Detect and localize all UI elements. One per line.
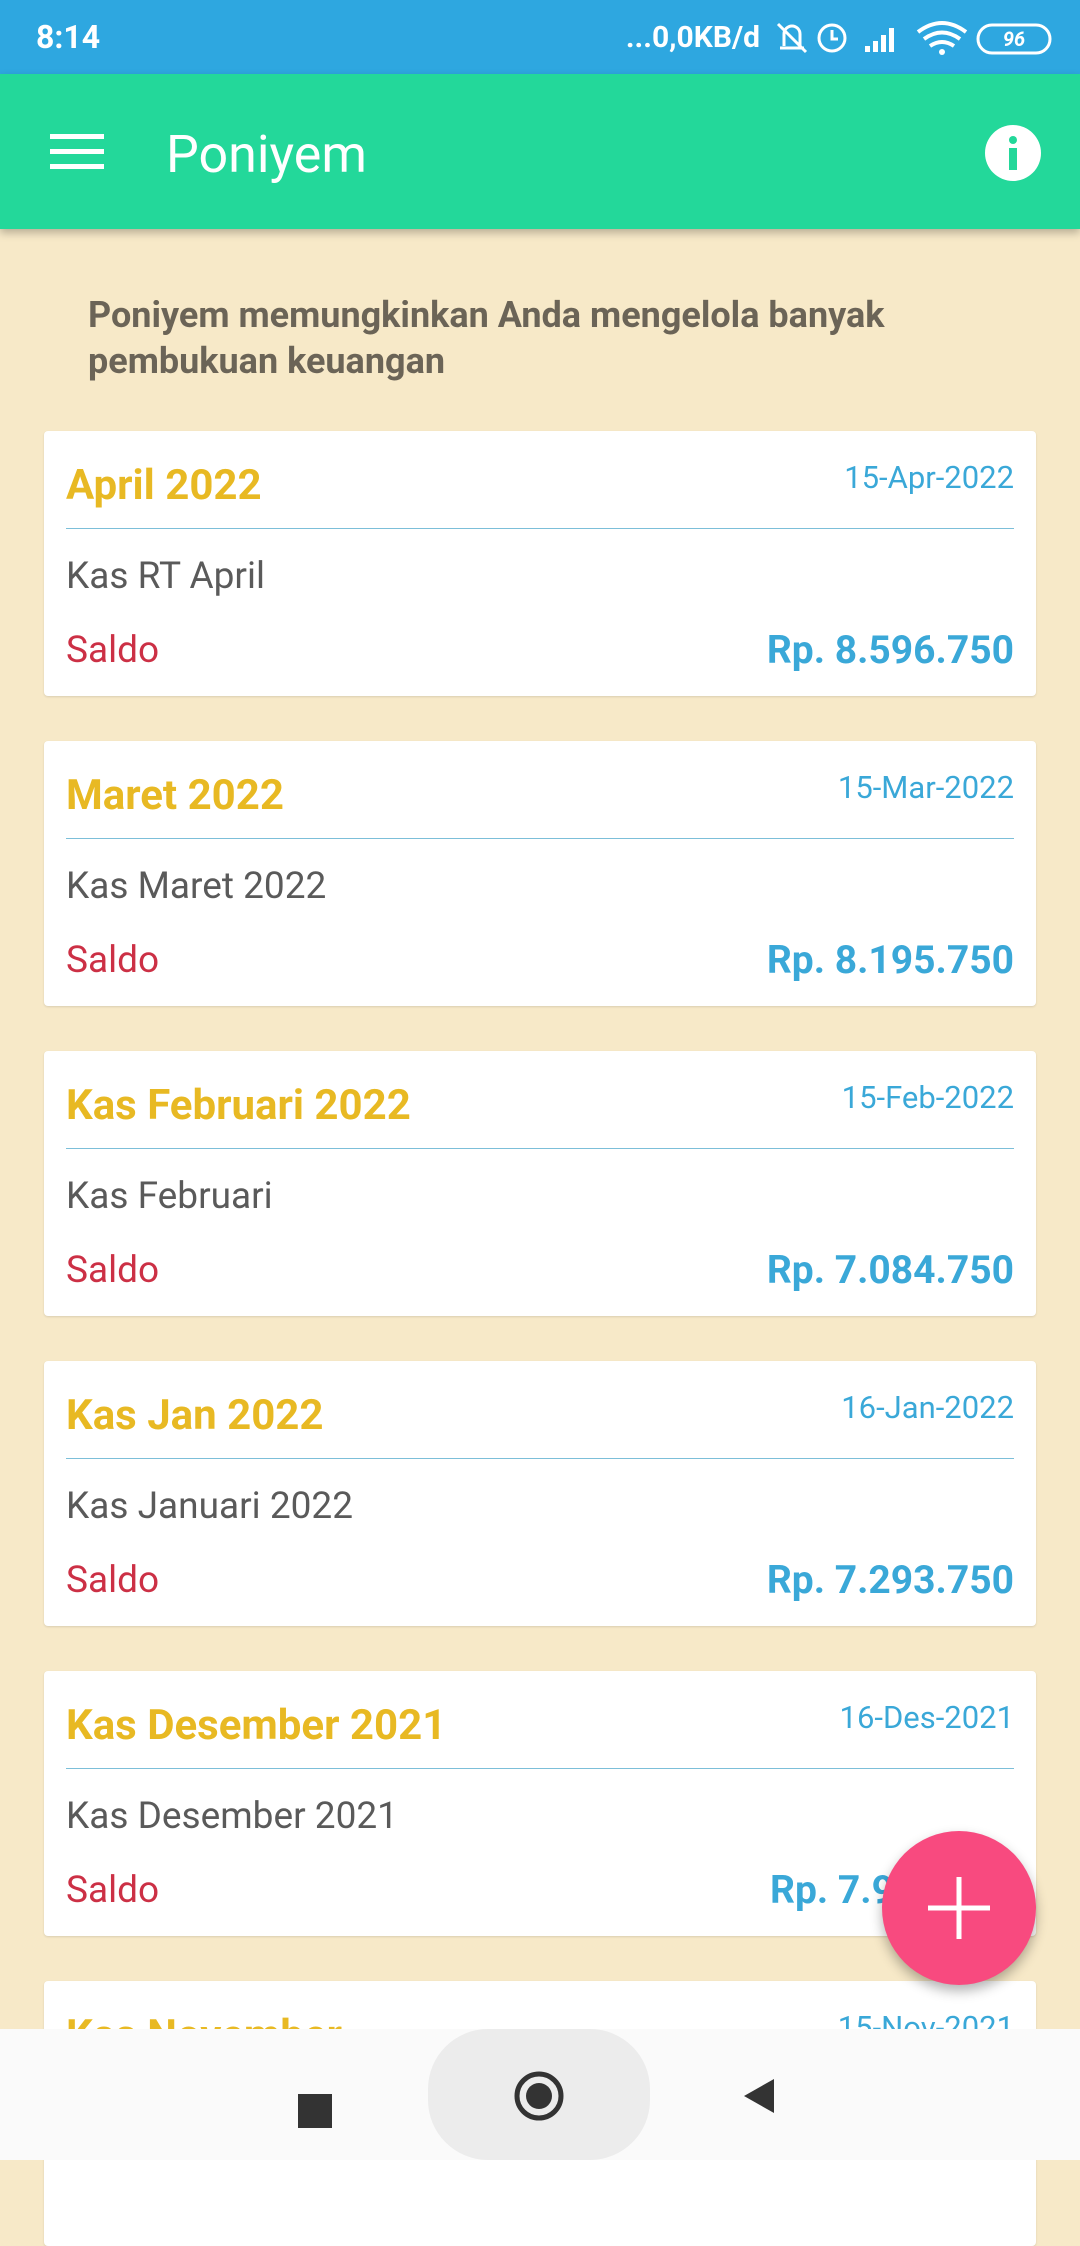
network-speed: ...0,0KB/d (625, 20, 760, 55)
ledger-card[interactable]: Kas Jan 2022 16-Jan-2022 Kas Januari 2022 S… (44, 1361, 1036, 1626)
balance-label: Saldo (66, 1869, 160, 1912)
card-title: Maret 2022 (66, 771, 284, 820)
card-title: Kas Jan 2022 (66, 1391, 324, 1440)
card-date: 15-Feb-2022 (841, 1079, 1014, 1116)
divider (66, 1458, 1014, 1459)
card-description: Kas Maret 2022 (66, 865, 327, 908)
intro-text: Poniyem memungkinkan Anda mengelola bany… (88, 294, 885, 382)
card-date: 15-Mar-2022 (837, 769, 1014, 806)
divider (66, 1768, 1014, 1769)
app-bar: Poniyem (0, 74, 1080, 229)
card-description: Kas Januari 2022 (66, 1485, 354, 1528)
ledger-card[interactable]: Maret 2022 15-Mar-2022 Kas Maret 2022 Saldo… (44, 741, 1036, 1006)
app-title: Poniyem (166, 124, 367, 185)
balance-amount: Rp. 7.9 (770, 1867, 894, 1913)
card-description: Kas RT April (66, 555, 265, 598)
status-icons: 96 (776, 21, 1052, 55)
card-date: 16-Des-2021 (839, 1699, 1014, 1736)
ledger-card[interactable]: Kas Desember 2021 16-Des-2021 Kas Desember… (44, 1671, 1036, 1936)
recents-button[interactable] (298, 2094, 332, 2128)
divider (66, 528, 1014, 529)
balance-label: Saldo (66, 629, 160, 672)
time: 8:14 (36, 18, 101, 56)
ledger-card[interactable]: April 2022 15-Apr-2022 Kas RT April Saldo Rp… (44, 431, 1036, 696)
status-bar: 8:14 ...0,0KB/d 96 (0, 0, 1080, 74)
menu-button[interactable] (50, 132, 104, 172)
back-button[interactable] (744, 2079, 774, 2113)
ledger-card[interactable]: Kas Februari 2022 15-Feb-2022 Kas Februari… (44, 1051, 1036, 1316)
add-button[interactable] (882, 1831, 1036, 1985)
home-button[interactable] (514, 2071, 564, 2121)
divider (66, 1148, 1014, 1149)
battery-level: 96 (1003, 27, 1025, 51)
card-description: Kas Februari (66, 1175, 273, 1218)
balance-amount: Rp. 7.084.750 (766, 1247, 1014, 1293)
info-button[interactable] (984, 124, 1042, 182)
card-title: April 2022 (66, 461, 262, 510)
card-title: Kas Desember 2021 (66, 1701, 447, 1750)
balance-amount: Rp. 8.596.750 (766, 627, 1014, 673)
balance-amount: Rp. 7.293.750 (766, 1557, 1014, 1603)
balance-label: Saldo (66, 939, 160, 982)
divider (66, 838, 1014, 839)
balance-label: Saldo (66, 1559, 160, 1602)
card-date: 16-Jan-2022 (841, 1389, 1014, 1426)
card-description: Kas Desember 2021 (66, 1795, 398, 1838)
balance-amount: Rp. 8.195.750 (766, 937, 1014, 983)
balance-label: Saldo (66, 1249, 160, 1292)
card-date: 15-Apr-2022 (844, 459, 1014, 496)
navigation-bar (0, 2029, 1080, 2160)
card-title: Kas Februari 2022 (66, 1081, 411, 1130)
